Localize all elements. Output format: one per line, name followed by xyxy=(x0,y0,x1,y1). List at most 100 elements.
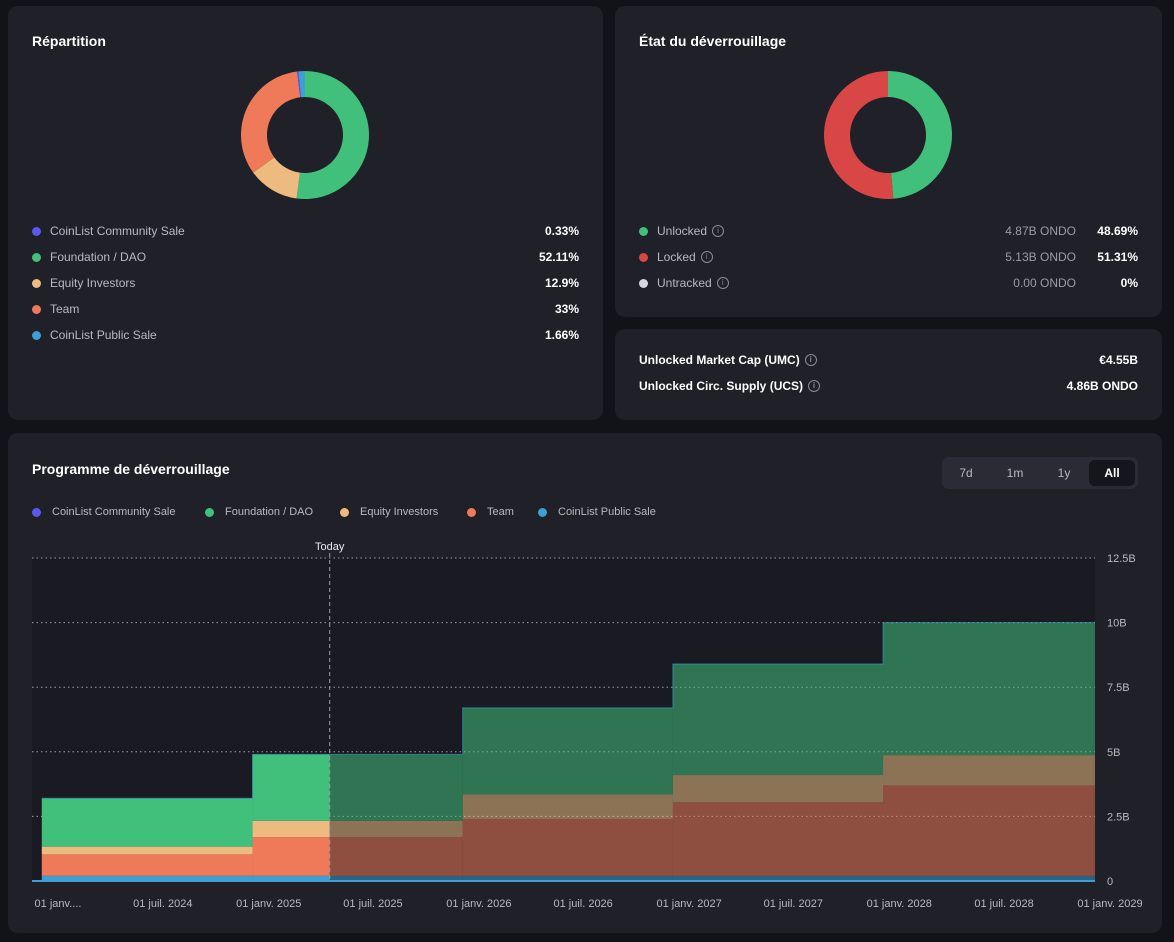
unlock-legend-item[interactable]: Unlocked i 4.87B ONDO 48.69% xyxy=(639,222,1138,242)
legend-dot xyxy=(639,227,648,236)
unlock-legend-value: 48.69% xyxy=(1097,224,1138,238)
unlock-state-donut-chart xyxy=(824,71,952,199)
unlock-state-card: État du déverrouillage Unlocked i 4.87B O… xyxy=(615,6,1162,317)
distribution-legend-item[interactable]: Team 33% xyxy=(32,300,579,320)
distribution-slice-equity-investors[interactable] xyxy=(253,157,300,199)
unlock-legend-item[interactable]: Locked i 5.13B ONDO 51.31% xyxy=(639,248,1138,268)
area-segment-equity-investors xyxy=(329,820,463,838)
legend-dot xyxy=(205,508,214,517)
x-tick-label: 01 juil. 2028 xyxy=(974,898,1033,910)
distribution-donut-chart xyxy=(241,71,369,199)
area-segment-foundation-dao xyxy=(672,663,884,776)
info-icon[interactable]: i xyxy=(712,224,725,237)
metrics-card: Unlocked Market Cap (UMC) i €4.55B Unlock… xyxy=(615,329,1162,420)
area-segment-foundation-dao xyxy=(1093,622,1095,756)
area-segment-equity-investors xyxy=(41,846,253,855)
y-tick-label: 0 xyxy=(1107,876,1113,888)
x-tick-label: 01 juil. 2026 xyxy=(553,898,612,910)
area-segment-team xyxy=(329,837,463,876)
area-segment-equity-investors xyxy=(1093,755,1095,786)
distribution-legend-item[interactable]: Foundation / DAO 52.11% xyxy=(32,248,579,268)
unlock-slice-unlocked[interactable] xyxy=(888,71,952,199)
area-segment-coinlist-public-sale xyxy=(672,875,884,881)
info-icon[interactable]: i xyxy=(700,250,713,263)
unlock-legend-item[interactable]: Untracked i 0.00 ONDO 0% xyxy=(639,274,1138,294)
metric-umc-label: Unlocked Market Cap (UMC) xyxy=(639,353,800,367)
area-segment-equity-investors xyxy=(883,755,1094,786)
metric-umc: Unlocked Market Cap (UMC) i €4.55B xyxy=(639,351,1138,371)
legend-dot xyxy=(32,279,41,288)
unlock-legend-label: Locked xyxy=(657,250,696,264)
unlock-legend-value: 0% xyxy=(1120,276,1138,290)
range-button-all[interactable]: All xyxy=(1089,460,1135,486)
y-tick-label: 2.5B xyxy=(1107,811,1130,823)
x-tick-label: 01 janv. 2025 xyxy=(236,898,301,910)
legend-dot xyxy=(639,279,648,288)
distribution-slice-coinlist-community-sale[interactable] xyxy=(297,71,302,98)
x-tick-label: 01 janv. 2026 xyxy=(446,898,511,910)
distribution-slice-foundation-dao[interactable] xyxy=(296,71,369,199)
distribution-slice-team[interactable] xyxy=(241,71,301,173)
metric-ucs: Unlocked Circ. Supply (UCS) i 4.86B ONDO xyxy=(639,377,1138,397)
area-segment-team xyxy=(883,785,1094,876)
distribution-legend-item[interactable]: Equity Investors 12.9% xyxy=(32,274,579,294)
metric-umc-value: €4.55B xyxy=(1099,353,1138,367)
distribution-legend-label: CoinList Public Sale xyxy=(50,328,157,342)
metric-ucs-value: 4.86B ONDO xyxy=(1066,379,1138,393)
info-icon[interactable]: i xyxy=(804,353,817,366)
legend-dot xyxy=(32,331,41,340)
distribution-legend-label: Equity Investors xyxy=(50,276,136,290)
x-tick-label: 01 janv. 2027 xyxy=(656,898,721,910)
unlock-slice-locked[interactable] xyxy=(824,71,894,199)
legend-dot xyxy=(32,253,41,262)
area-segment-equity-investors xyxy=(672,775,884,803)
area-segment-team xyxy=(462,818,673,876)
distribution-title: Répartition xyxy=(32,33,106,49)
distribution-legend-label: CoinList Community Sale xyxy=(50,224,185,238)
legend-dot xyxy=(340,508,349,517)
distribution-legend-label: Team xyxy=(50,302,80,316)
unlock-legend-tokens: 0.00 ONDO xyxy=(1013,276,1076,290)
unlock-legend-value: 51.31% xyxy=(1097,250,1138,264)
area-segment-equity-investors xyxy=(252,820,330,838)
area-segment-team xyxy=(1093,785,1095,876)
y-tick-label: 7.5B xyxy=(1107,682,1130,694)
area-segment-equity-investors xyxy=(462,794,673,819)
distribution-legend-item[interactable]: CoinList Public Sale 1.66% xyxy=(32,326,579,346)
legend-dot xyxy=(467,508,476,517)
today-label: Today xyxy=(315,541,345,553)
unlock-legend-label: Unlocked xyxy=(657,224,708,238)
area-segment-coinlist-public-sale xyxy=(329,875,463,881)
total-outline xyxy=(41,622,1095,799)
area-segment-coinlist-public-sale xyxy=(252,875,330,881)
area-segment-foundation-dao xyxy=(883,622,1094,756)
range-button-1y[interactable]: 1y xyxy=(1057,466,1071,480)
distribution-legend-item[interactable]: CoinList Community Sale 0.33% xyxy=(32,222,579,242)
area-segment-team xyxy=(252,837,330,876)
unlock-legend-label: Untracked xyxy=(657,276,712,290)
range-button-7d[interactable]: 7d xyxy=(959,466,973,480)
x-tick-label: 01 janv. 2028 xyxy=(867,898,932,910)
distribution-legend-value: 0.33% xyxy=(544,224,579,238)
distribution-legend-value: 12.9% xyxy=(544,276,579,290)
area-segment-team xyxy=(41,854,253,876)
area-segment-coinlist-public-sale xyxy=(462,875,673,881)
area-segment-coinlist-public-sale xyxy=(41,875,253,881)
legend-dot xyxy=(639,253,648,262)
range-button-1m[interactable]: 1m xyxy=(1006,466,1024,480)
distribution-slice-coinlist-public-sale[interactable] xyxy=(298,71,305,98)
x-tick-label: 01 juil. 2025 xyxy=(343,898,402,910)
area-segment-coinlist-public-sale xyxy=(883,875,1094,881)
y-tick-label: 10B xyxy=(1107,618,1127,630)
info-icon[interactable]: i xyxy=(716,276,729,289)
legend-dot xyxy=(538,508,547,517)
info-icon[interactable]: i xyxy=(808,379,821,392)
area-segment-foundation-dao xyxy=(462,707,673,795)
area-segment-foundation-dao xyxy=(41,798,253,847)
metric-ucs-label: Unlocked Circ. Supply (UCS) xyxy=(639,379,804,393)
x-tick-label: 01 juil. 2024 xyxy=(133,898,192,910)
area-segment-foundation-dao xyxy=(252,754,330,821)
time-range-selector: 7d 1m 1y All xyxy=(942,457,1138,489)
distribution-legend-label: Foundation / DAO xyxy=(50,250,147,264)
